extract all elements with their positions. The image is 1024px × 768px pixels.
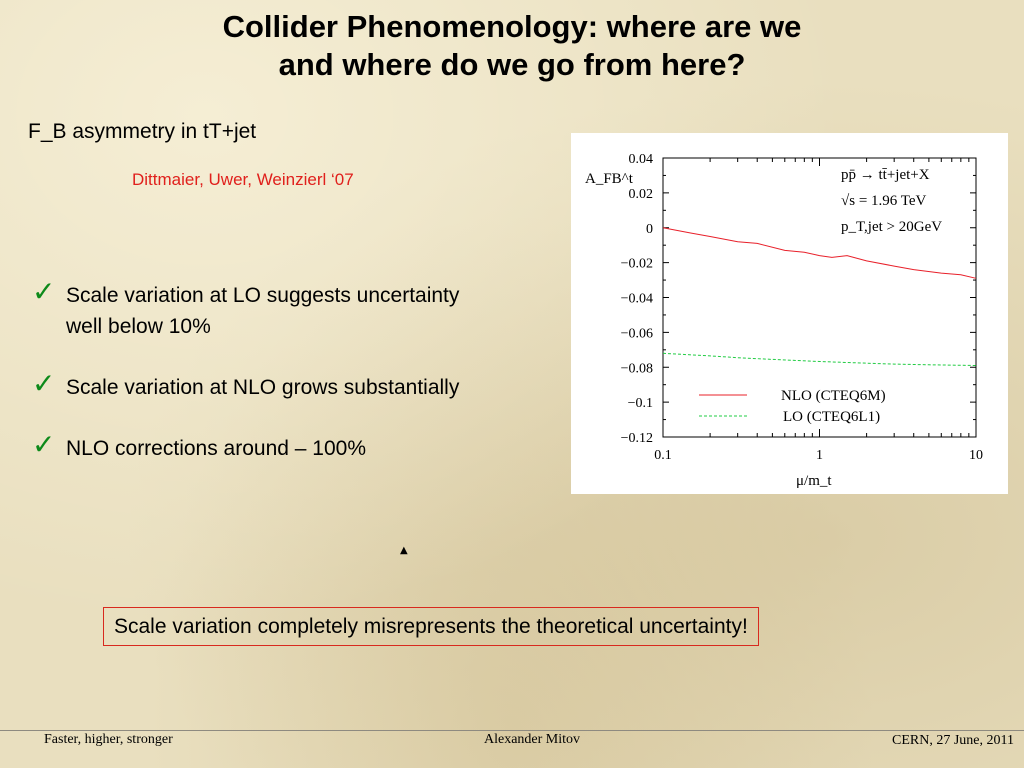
- slide-subtitle: F_B asymmetry in tT+jet: [28, 120, 257, 143]
- legend-nlo-label: NLO (CTEQ6M): [781, 388, 886, 404]
- x-tick-label: 10: [969, 448, 983, 463]
- y-tick-label: −0.1: [628, 396, 653, 411]
- footer-divider: [0, 730, 1024, 731]
- title-line-2: and where do we go from here?: [278, 47, 746, 82]
- x-axis-label: μ/m_t: [796, 473, 832, 489]
- check-icon: ✓: [32, 275, 56, 308]
- footer-center: Alexander Mitov: [484, 732, 581, 747]
- bullet-text-continued: well below 10%: [66, 315, 211, 338]
- annotation-energy: √s = 1.96 TeV: [841, 193, 927, 209]
- y-tick-label: −0.08: [621, 361, 653, 376]
- footer-left: Faster, higher, stronger: [44, 732, 173, 747]
- y-tick-label: −0.06: [621, 326, 653, 341]
- bullet-text: Scale variation at LO suggests uncertain…: [66, 284, 460, 307]
- annotation-pt-cut: p_T,jet > 20GeV: [841, 219, 942, 235]
- slide-title: Collider Phenomenology: where are we and…: [0, 8, 1024, 84]
- chart-panel: 0.04 0.02 0 −0.02 −0.04 −0.06 −0.08 −0.1 −0.12 0…: [571, 133, 1008, 494]
- y-axis-label: A_FB^t: [585, 171, 634, 187]
- bullet-text: NLO corrections around – 100%: [66, 437, 366, 460]
- y-tick-label: 0: [646, 222, 653, 237]
- bullet-item: ✓ Scale variation at LO suggests uncerta…: [30, 276, 560, 342]
- title-line-1: Collider Phenomenology: where are we: [222, 9, 802, 44]
- check-icon: ✓: [32, 367, 56, 400]
- y-tick-label: 0.02: [629, 187, 654, 202]
- afb-chart: 0.04 0.02 0 −0.02 −0.04 −0.06 −0.08 −0.1 −0.12 0…: [585, 152, 983, 489]
- citation: Dittmaier, Uwer, Weinzierl ‘07: [132, 170, 354, 189]
- y-tick-label: −0.04: [621, 292, 653, 307]
- y-tick-label: −0.12: [621, 431, 653, 446]
- y-tick-label: 0.04: [629, 152, 654, 167]
- bullet-item: ✓ Scale variation at NLO grows substanti…: [30, 368, 560, 403]
- bullet-list: ✓ Scale variation at LO suggests uncerta…: [30, 276, 560, 494]
- series-layer: [662, 227, 977, 366]
- legend-lo-label: LO (CTEQ6L1): [783, 409, 880, 425]
- bullet-item: ✓ NLO corrections around – 100%: [30, 429, 560, 464]
- annotation-process: pp̄ → tt̄+jet+X: [841, 167, 930, 183]
- footer-right: CERN, 27 June, 2011: [892, 733, 1014, 748]
- bullet-text: Scale variation at NLO grows substantial…: [66, 376, 460, 399]
- callout-box: Scale variation completely misrepresents…: [103, 607, 759, 646]
- y-tick-label: −0.02: [621, 257, 653, 272]
- nlo-series-line: [662, 227, 977, 279]
- x-tick-label: 0.1: [654, 448, 672, 463]
- x-tick-labels: 0.1 1 10: [654, 448, 983, 463]
- triangle-marker-icon: ▲: [400, 545, 408, 556]
- check-icon: ✓: [32, 428, 56, 461]
- axis-ticks: [662, 157, 977, 438]
- x-tick-label: 1: [816, 448, 823, 463]
- y-tick-labels: 0.04 0.02 0 −0.02 −0.04 −0.06 −0.08 −0.1 −0.12: [621, 152, 653, 446]
- lo-series-line: [662, 352, 977, 366]
